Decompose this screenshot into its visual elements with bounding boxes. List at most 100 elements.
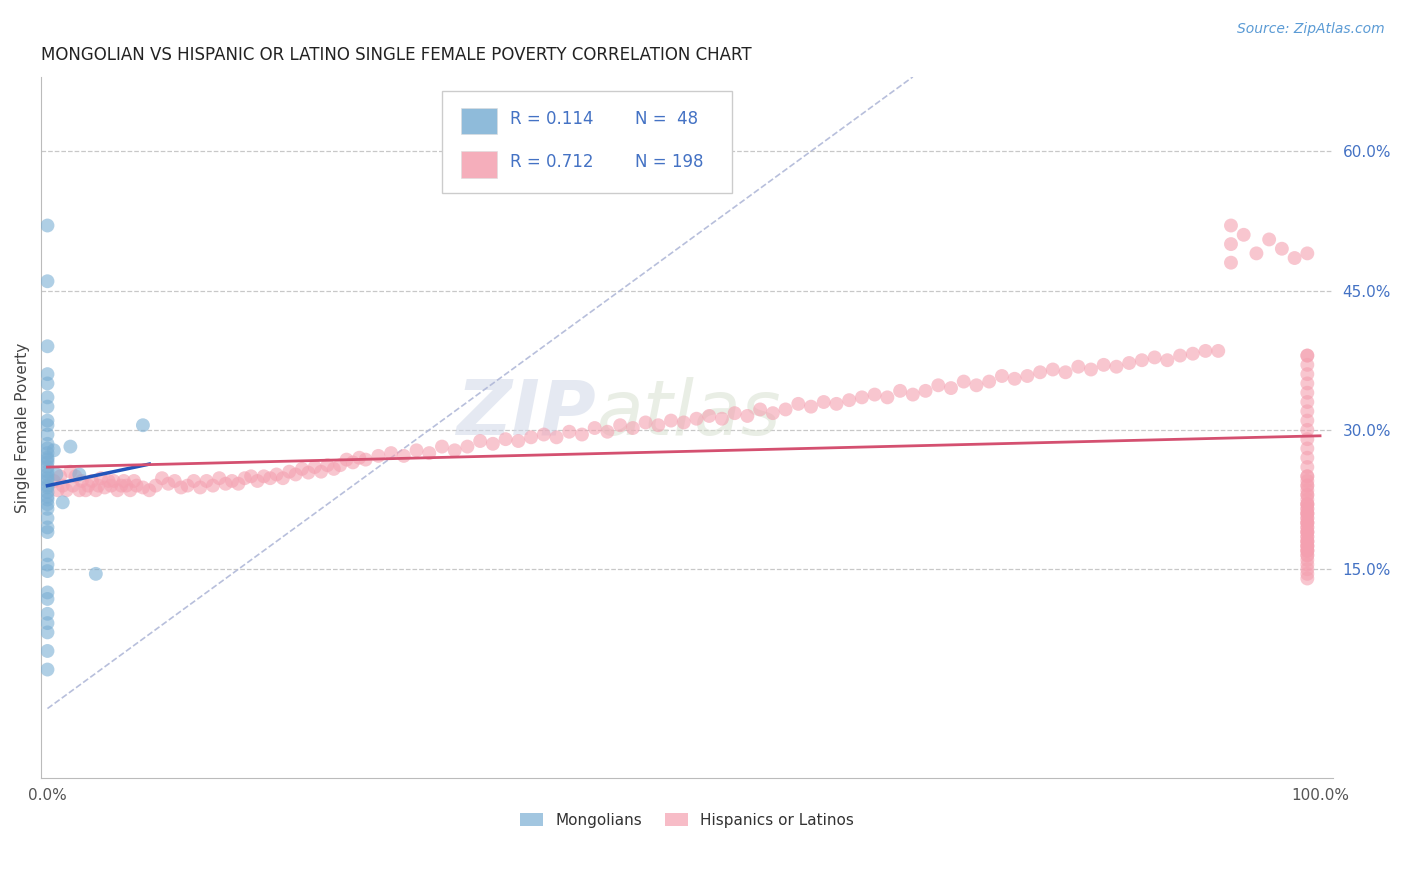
Point <box>37 455 59 469</box>
Point <box>965 378 987 392</box>
Point <box>1296 549 1319 563</box>
Text: N =  48: N = 48 <box>636 110 699 128</box>
Point <box>392 449 415 463</box>
Point <box>55 483 77 498</box>
Point <box>37 497 59 511</box>
Point <box>37 490 59 504</box>
Point <box>37 485 59 500</box>
Point <box>1296 534 1319 549</box>
Point <box>1296 562 1319 576</box>
Text: atlas: atlas <box>596 376 780 450</box>
Point <box>520 430 543 444</box>
Point <box>1296 349 1319 363</box>
Point <box>304 460 326 475</box>
Point <box>901 387 924 401</box>
Point <box>634 416 657 430</box>
Point <box>75 483 97 498</box>
Point <box>132 418 155 433</box>
Point <box>1105 359 1128 374</box>
Point <box>1168 349 1191 363</box>
Point <box>825 397 848 411</box>
Point <box>195 474 218 488</box>
Point <box>1296 549 1319 563</box>
Point <box>163 474 186 488</box>
Point <box>1296 385 1319 400</box>
Point <box>672 416 695 430</box>
Point <box>80 474 103 488</box>
Point <box>1296 442 1319 456</box>
Point <box>122 474 145 488</box>
Point <box>329 458 352 472</box>
Point <box>1296 516 1319 530</box>
Point <box>1233 227 1256 242</box>
Point <box>533 427 555 442</box>
Point <box>84 566 107 581</box>
Point <box>1296 376 1319 391</box>
Point <box>762 406 785 420</box>
Point <box>37 400 59 414</box>
Point <box>266 467 288 482</box>
Point <box>170 480 193 494</box>
Point <box>59 440 82 454</box>
Point <box>37 452 59 467</box>
Point <box>208 471 231 485</box>
Point <box>253 469 276 483</box>
Point <box>1296 497 1319 511</box>
Point <box>150 471 173 485</box>
Point <box>214 476 236 491</box>
Text: ZIP: ZIP <box>457 376 596 450</box>
Point <box>1296 543 1319 558</box>
Point <box>45 467 67 482</box>
Point <box>37 501 59 516</box>
Point <box>335 452 357 467</box>
Point <box>77 478 100 492</box>
Point <box>697 409 720 423</box>
Point <box>800 400 823 414</box>
Point <box>1296 539 1319 553</box>
Point <box>1296 524 1319 539</box>
Point <box>228 476 250 491</box>
Point <box>863 387 886 401</box>
Point <box>1118 356 1140 370</box>
Point <box>889 384 911 398</box>
Point <box>621 421 644 435</box>
Point <box>145 478 167 492</box>
Point <box>1296 516 1319 530</box>
Point <box>1296 492 1319 507</box>
Point <box>157 476 180 491</box>
Point <box>1296 524 1319 539</box>
Point <box>710 411 733 425</box>
Point <box>851 390 873 404</box>
Point <box>1271 242 1294 256</box>
Point <box>737 409 759 423</box>
Point <box>62 478 84 492</box>
Point <box>927 378 949 392</box>
FancyBboxPatch shape <box>461 108 498 135</box>
Point <box>1042 362 1064 376</box>
Point <box>1296 516 1319 530</box>
Point <box>1143 351 1166 365</box>
Point <box>37 644 59 658</box>
Point <box>1296 404 1319 418</box>
Point <box>1296 469 1319 483</box>
Point <box>1130 353 1153 368</box>
Point <box>297 466 319 480</box>
Point <box>1296 501 1319 516</box>
Text: Source: ZipAtlas.com: Source: ZipAtlas.com <box>1237 22 1385 37</box>
Point <box>37 418 59 433</box>
Point <box>37 549 59 563</box>
Point <box>939 381 962 395</box>
Point <box>1296 572 1319 586</box>
Point <box>583 421 606 435</box>
Point <box>37 474 59 488</box>
Point <box>380 446 402 460</box>
Point <box>1296 566 1319 581</box>
Point <box>1296 450 1319 465</box>
Point <box>52 495 75 509</box>
Point <box>787 397 810 411</box>
Point <box>37 274 59 288</box>
Point <box>97 474 120 488</box>
Point <box>37 591 59 606</box>
Point <box>1296 534 1319 549</box>
Point <box>1296 524 1319 539</box>
